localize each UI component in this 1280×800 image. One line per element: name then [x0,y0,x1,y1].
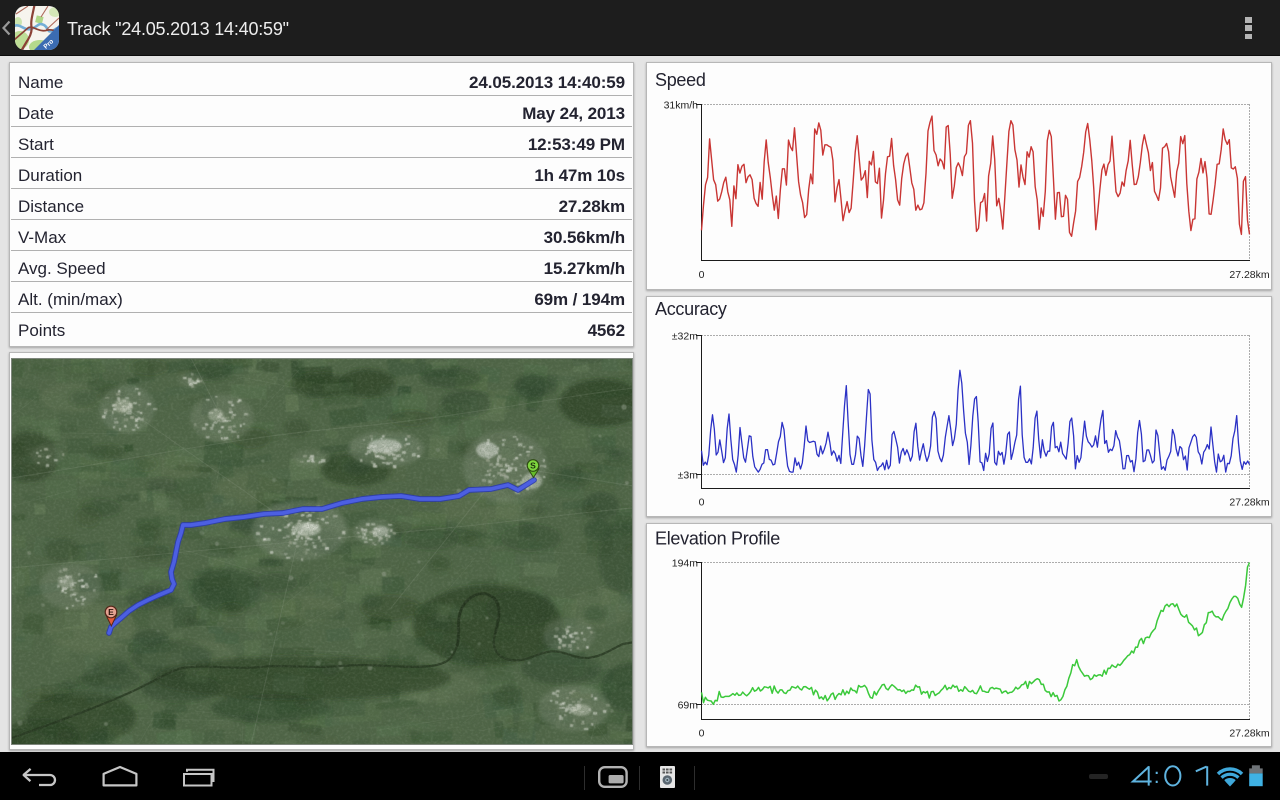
svg-text:69m: 69m [678,700,699,712]
svg-text:Elevation Profile: Elevation Profile [655,529,780,549]
svg-text:E: E [108,607,114,617]
svg-text:S: S [530,461,536,471]
svg-text:Pro: Pro [42,38,55,50]
svg-text:194m: 194m [672,558,699,570]
svg-text:0: 0 [699,269,705,281]
svg-text:27.28km: 27.28km [1229,269,1270,281]
svg-text:31km/h: 31km/h [664,100,699,112]
svg-text:27.28km: 27.28km [1229,497,1270,509]
svg-text:0: 0 [699,728,705,740]
svg-text:27.28km: 27.28km [1229,728,1270,740]
svg-text:±3m: ±3m [678,470,699,482]
svg-text:0: 0 [699,497,705,509]
svg-text:Speed: Speed [655,70,706,90]
svg-text:±32m: ±32m [672,331,698,343]
svg-text:Accuracy: Accuracy [655,299,727,319]
